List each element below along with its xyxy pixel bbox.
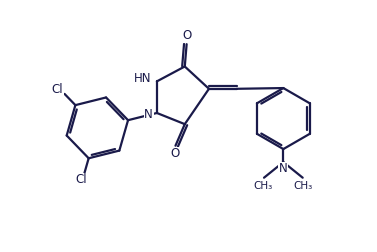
Text: Cl: Cl [76,173,87,186]
Text: HN: HN [134,72,152,85]
Text: N: N [279,162,288,175]
Text: CH₃: CH₃ [294,181,313,191]
Text: Cl: Cl [52,83,63,96]
Text: CH₃: CH₃ [254,181,273,191]
Text: O: O [171,147,180,161]
Text: O: O [182,29,191,43]
Text: N: N [144,108,153,121]
